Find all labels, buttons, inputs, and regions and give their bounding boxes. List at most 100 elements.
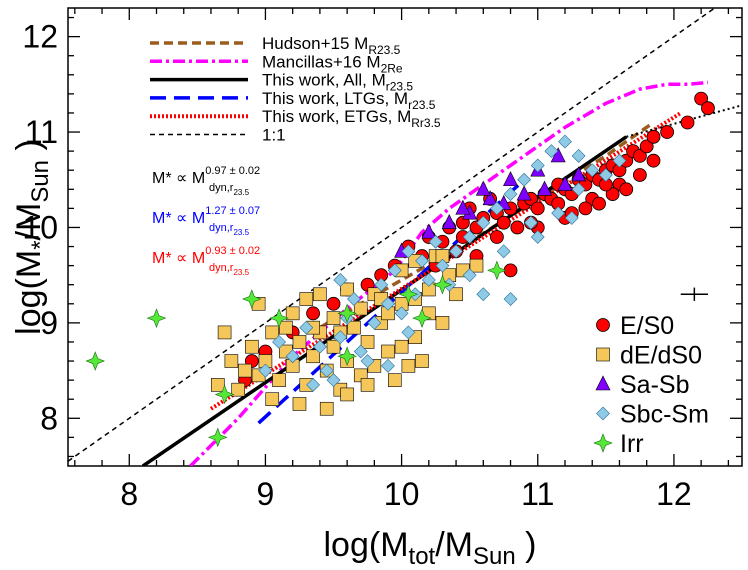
relation-subscript: dyn,r23.5 <box>209 262 250 277</box>
point-de-ds0 <box>340 282 354 297</box>
point-de-ds0 <box>265 392 280 407</box>
relation-label: M* ∝ M0.93 ± 0.02 <box>152 245 260 267</box>
point-de-ds0 <box>394 339 409 354</box>
y-tick-label: 9 <box>40 305 58 341</box>
point-e-s0 <box>490 230 504 244</box>
legend-line-label: Hudson+15 MR23.5 <box>262 34 401 57</box>
legend-line-label: This work, All, Mr23.5 <box>262 71 413 94</box>
point-irr <box>207 427 228 448</box>
point-sbc-sm <box>381 358 395 373</box>
line-series-6 <box>68 8 716 462</box>
point-sbc-sm <box>571 182 586 197</box>
y-tick-label: 12 <box>22 19 58 55</box>
points-layer <box>85 91 715 448</box>
point-irr <box>241 289 262 309</box>
point-de-ds0 <box>285 306 300 321</box>
point-sbc-sm <box>401 325 416 340</box>
point-sbc-sm <box>401 244 416 259</box>
point-de-ds0 <box>272 373 286 387</box>
point-irr <box>85 351 106 371</box>
relation-subscript: dyn,r23.5 <box>209 222 250 237</box>
x-tick-label: 9 <box>257 476 275 512</box>
legend-line-label: This work, ETGs, MRr3.5 <box>262 107 441 130</box>
point-irr <box>214 384 235 405</box>
point-e-s0 <box>632 148 647 163</box>
point-sbc-sm <box>544 144 559 159</box>
point-e-s0 <box>578 201 593 216</box>
y-axis-label: log(M*/MSun ) <box>10 139 54 335</box>
point-de-ds0 <box>238 363 252 378</box>
point-de-ds0 <box>340 387 354 402</box>
y-tick-label: 8 <box>40 400 58 436</box>
x-tick-label: 12 <box>656 476 692 512</box>
point-de-ds0 <box>292 397 307 411</box>
relation-subscript: dyn,r23.5 <box>209 182 250 197</box>
point-de-ds0 <box>360 378 375 392</box>
point-irr <box>269 308 289 328</box>
point-de-ds0 <box>306 349 320 364</box>
point-sbc-sm <box>530 230 545 244</box>
x-tick-label: 10 <box>384 476 420 512</box>
legend-marker-square <box>596 347 610 362</box>
point-sbc-sm <box>558 134 572 149</box>
point-sa-sb <box>421 223 437 239</box>
point-e-s0 <box>605 187 620 201</box>
point-sbc-sm <box>435 258 450 273</box>
point-sbc-sm <box>476 215 491 230</box>
legend-marker-label: Irr <box>620 430 644 458</box>
point-e-s0 <box>646 129 661 144</box>
point-de-ds0 <box>435 316 450 330</box>
point-de-ds0 <box>347 320 361 335</box>
point-de-ds0 <box>292 335 307 349</box>
legend-marker-triangle <box>595 375 611 391</box>
point-sbc-sm <box>476 287 491 302</box>
y-tick-label: 10 <box>22 209 58 245</box>
point-irr <box>398 284 419 305</box>
point-e-s0 <box>646 153 661 168</box>
point-sa-sb <box>550 147 566 163</box>
point-de-ds0 <box>319 401 334 416</box>
point-de-ds0 <box>381 344 395 359</box>
point-sbc-sm <box>598 168 613 182</box>
point-irr <box>337 346 357 367</box>
point-sbc-sm <box>312 339 327 354</box>
point-sa-sb <box>441 214 457 229</box>
point-e-s0 <box>530 201 545 216</box>
point-sbc-sm <box>258 363 273 378</box>
point-e-s0 <box>510 220 525 235</box>
point-sbc-sm <box>428 234 443 249</box>
point-de-ds0 <box>449 287 463 302</box>
point-de-ds0 <box>299 292 314 306</box>
point-de-ds0 <box>217 325 232 340</box>
point-sbc-sm <box>326 373 341 388</box>
point-e-s0 <box>496 215 511 230</box>
point-sa-sb <box>516 185 532 201</box>
point-de-ds0 <box>279 320 293 335</box>
point-sa-sb <box>482 190 498 206</box>
point-sbc-sm <box>360 354 375 368</box>
point-irr <box>487 260 507 281</box>
point-sbc-sm <box>374 277 389 292</box>
point-sbc-sm <box>517 172 532 187</box>
point-de-ds0 <box>387 373 402 387</box>
legend-marker-diamond <box>596 406 610 421</box>
point-sbc-sm <box>449 244 463 259</box>
point-sbc-sm <box>421 273 436 287</box>
point-de-ds0 <box>313 287 327 302</box>
point-de-ds0 <box>326 311 341 325</box>
point-de-ds0 <box>265 325 280 340</box>
point-sbc-sm <box>387 263 402 278</box>
point-e-s0 <box>680 115 695 130</box>
point-sbc-sm <box>530 158 545 173</box>
point-de-ds0 <box>326 339 341 354</box>
point-irr <box>146 308 167 328</box>
point-e-s0 <box>694 91 709 106</box>
point-sbc-sm <box>285 349 300 364</box>
point-sbc-sm <box>489 201 504 216</box>
point-e-s0 <box>632 168 647 182</box>
point-sbc-sm <box>333 330 348 345</box>
point-sa-sb <box>557 175 573 191</box>
x-tick-label: 11 <box>521 476 554 512</box>
point-sbc-sm <box>503 292 518 306</box>
